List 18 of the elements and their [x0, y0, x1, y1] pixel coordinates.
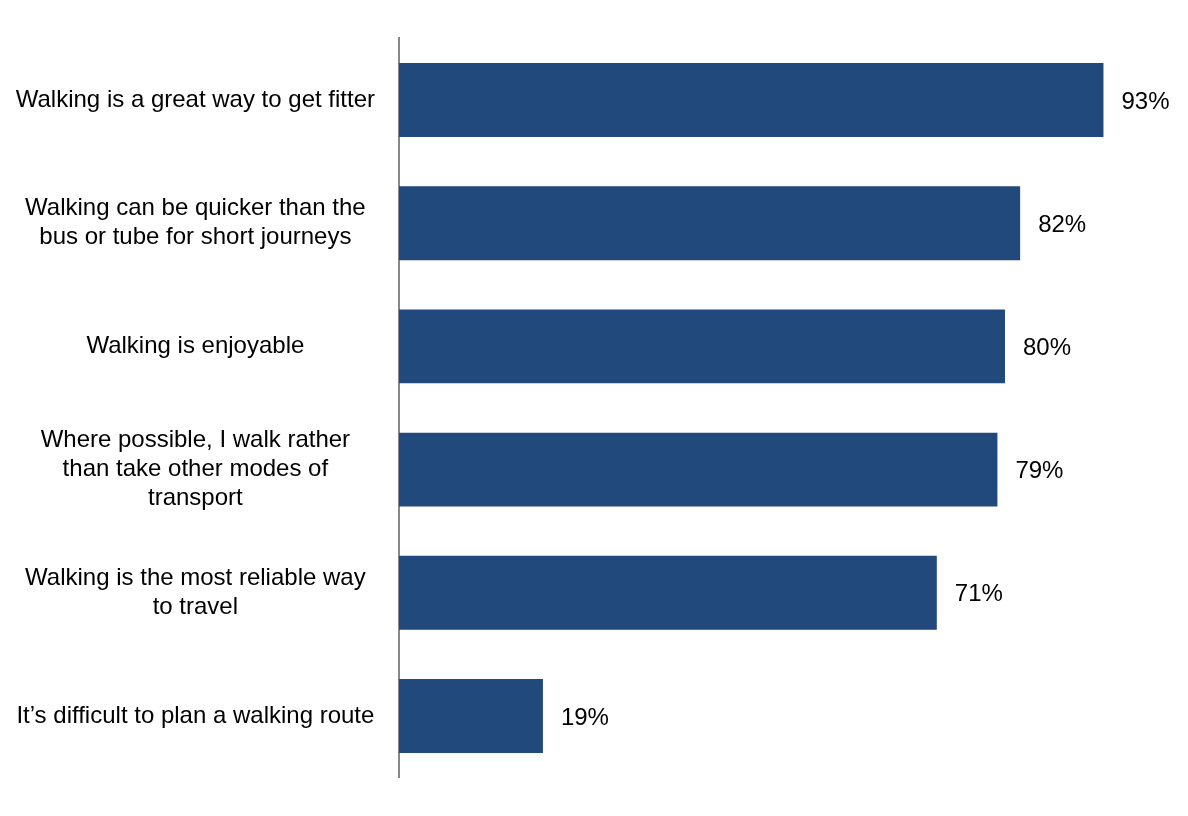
bar [399, 555, 937, 630]
data-label: 93% [1121, 86, 1170, 114]
data-label: 80% [1022, 333, 1072, 361]
y-tick-label: Walking is a great way to get fitter [15, 84, 376, 112]
bar [399, 679, 543, 753]
y-tick-label: Walking can be quicker than the bus or tube for short journeys [25, 193, 366, 250]
y-tick-label: Walking is enjoyable [86, 331, 305, 359]
y-tick-label: Walking is the most reliable way to travel [25, 563, 366, 619]
bar [399, 63, 1104, 137]
data-label: 79% [1015, 456, 1064, 484]
bar [399, 186, 1021, 261]
y-tick-label: Where possible, I walk rather than take other modes of transport [40, 425, 351, 511]
y-tick-label: It’s difficult to plan a walking route [16, 700, 375, 728]
bar [399, 432, 998, 507]
data-label: 71% [954, 579, 1003, 607]
data-label: 82% [1038, 209, 1087, 237]
data-label: 19% [560, 702, 609, 730]
bar [399, 309, 1005, 384]
